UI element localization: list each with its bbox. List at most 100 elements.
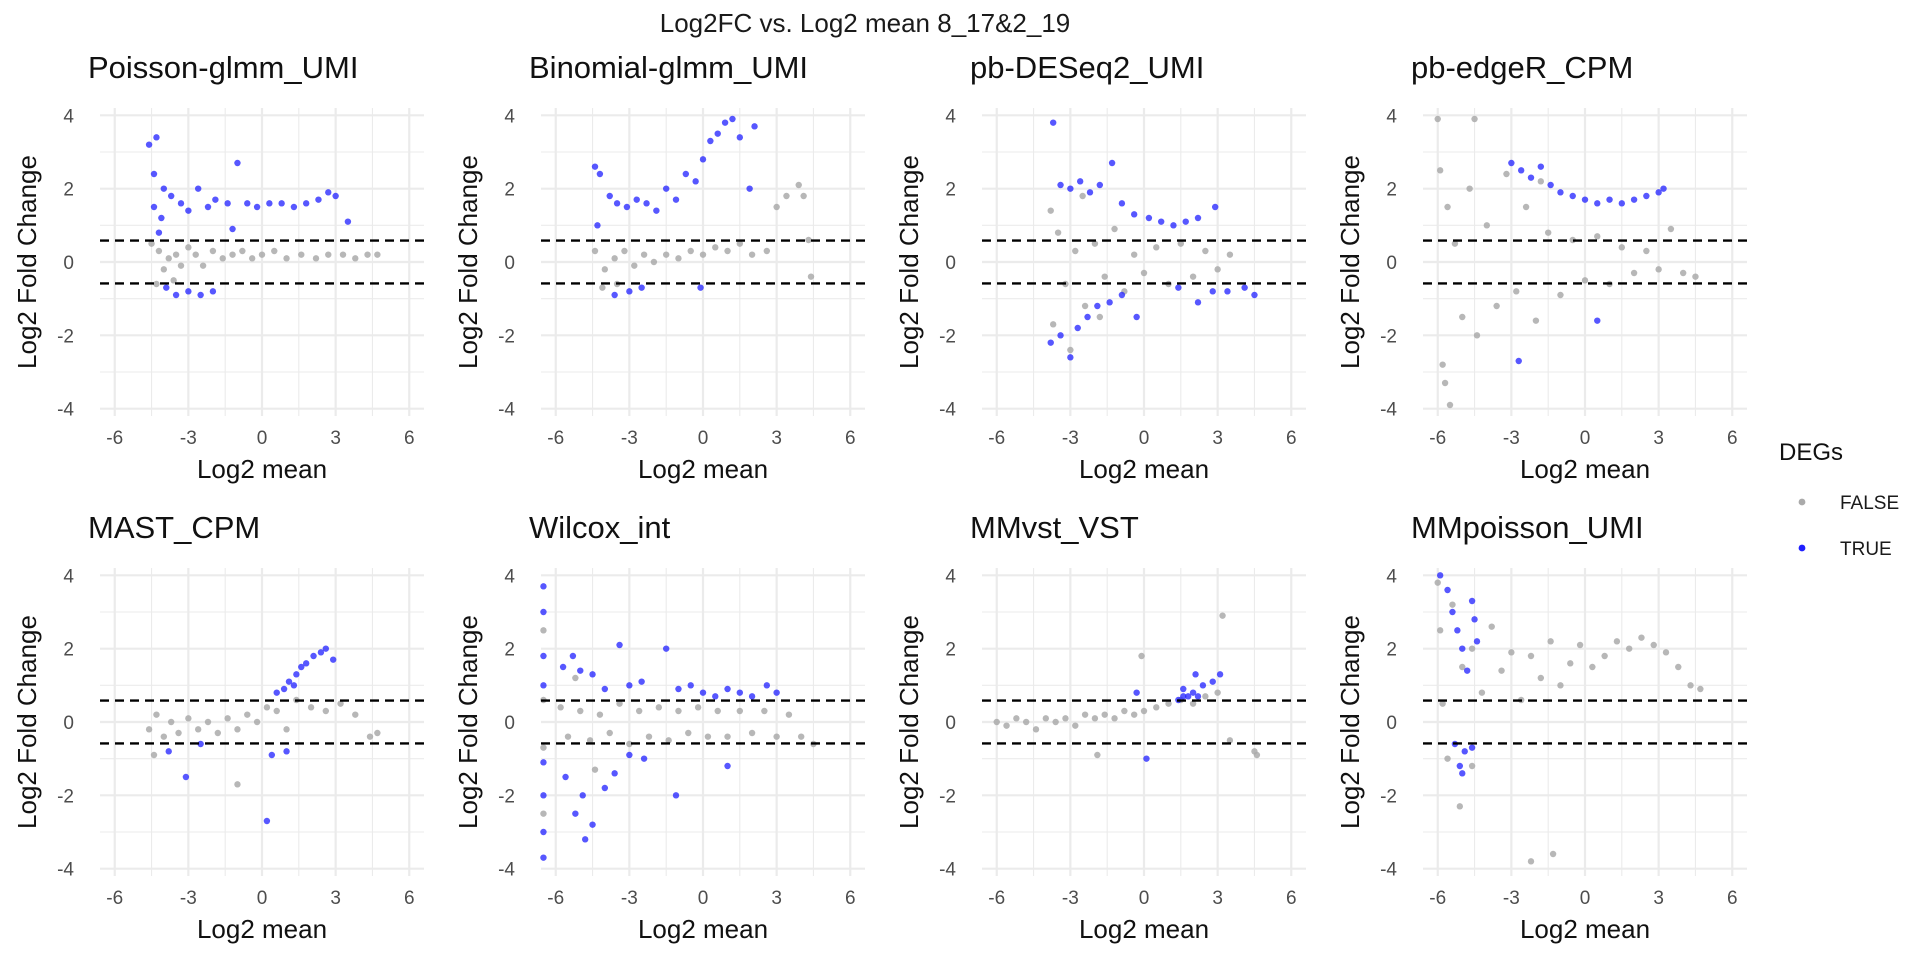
data-point: [1493, 302, 1500, 310]
data-point: [239, 247, 246, 255]
panel-grid: Poisson-glmm_UMI -6 -3 0 3 6 -4 -2 0 2 4 Log2 mean L…: [12, 50, 1747, 944]
data-point: [298, 251, 305, 258]
x-tick-label: 3: [1212, 888, 1223, 909]
series-false: [993, 612, 1261, 759]
data-point: [325, 189, 332, 196]
data-point: [1547, 181, 1554, 189]
data-point: [1581, 196, 1589, 203]
data-point: [1692, 273, 1699, 280]
x-tick-label: 0: [1580, 888, 1591, 909]
y-tick-label: -4: [1380, 400, 1397, 421]
data-point: [1567, 660, 1574, 667]
data-point: [1143, 755, 1150, 762]
data-point: [1175, 284, 1182, 291]
series-false: [540, 627, 817, 817]
data-point: [268, 751, 276, 759]
data-point: [1177, 240, 1185, 247]
data-point: [1537, 163, 1545, 170]
series-true: [1047, 119, 1258, 361]
x-tick-label: 3: [330, 428, 341, 449]
y-tick-label: 2: [945, 180, 956, 201]
data-point: [244, 711, 251, 718]
data-point: [692, 178, 699, 185]
data-point: [337, 700, 344, 707]
data-point: [290, 203, 298, 211]
x-tick-label: -6: [988, 888, 1005, 909]
y-tick-label: -4: [498, 860, 515, 881]
y-tick-label: 0: [1386, 713, 1397, 734]
data-point: [194, 726, 202, 733]
data-point: [1662, 649, 1670, 656]
data-point: [1192, 671, 1199, 678]
y-tick-label: 4: [63, 106, 74, 127]
data-point: [1081, 711, 1089, 718]
y-tick-label: 2: [1386, 180, 1397, 201]
y-tick-label: 4: [945, 566, 956, 587]
y-tick-label: 2: [63, 640, 74, 661]
x-tick-label: -3: [1503, 428, 1520, 449]
data-point: [302, 660, 310, 667]
data-point: [1067, 185, 1074, 192]
panel-title: Wilcox_int: [529, 510, 671, 545]
y-axis-title: Log2 Fold Change: [453, 615, 483, 829]
data-point: [153, 134, 160, 141]
data-point: [1594, 233, 1601, 240]
data-point: [540, 682, 547, 689]
data-point: [160, 266, 168, 273]
data-point: [1478, 689, 1486, 696]
data-point: [1003, 722, 1010, 729]
data-point: [1145, 214, 1153, 222]
data-point: [712, 244, 719, 251]
data-point: [662, 185, 670, 192]
data-point: [283, 726, 290, 733]
data-point: [581, 836, 589, 843]
data-point: [212, 196, 219, 203]
data-point: [197, 291, 204, 299]
y-tick-label: 2: [945, 640, 956, 661]
data-point: [1537, 674, 1545, 682]
data-point: [1094, 302, 1101, 310]
series-true: [591, 115, 758, 299]
data-point: [1451, 240, 1459, 247]
x-tick-label: -6: [547, 888, 564, 909]
x-tick-label: 6: [404, 428, 415, 449]
data-point: [1209, 288, 1216, 295]
data-point: [721, 119, 729, 126]
data-point: [1211, 203, 1219, 211]
data-point: [1488, 623, 1495, 630]
y-tick-label: 0: [945, 253, 956, 274]
data-point: [229, 251, 236, 258]
data-point: [1456, 762, 1464, 770]
data-point: [697, 284, 704, 291]
data-point: [1216, 671, 1224, 678]
data-point: [1660, 185, 1667, 192]
data-point: [591, 163, 599, 170]
data-point: [153, 280, 160, 288]
x-tick-label: 6: [1286, 428, 1297, 449]
data-point: [596, 170, 604, 178]
data-point: [1047, 339, 1054, 346]
data-point: [1618, 244, 1626, 251]
data-point: [339, 251, 347, 258]
x-tick-label: 3: [1653, 428, 1664, 449]
data-point: [1618, 200, 1626, 207]
data-point: [1130, 711, 1138, 718]
data-point: [1473, 638, 1481, 645]
data-point: [167, 192, 175, 200]
y-tick-label: 4: [945, 106, 956, 127]
legend-label: FALSE: [1840, 493, 1899, 514]
data-point: [1226, 251, 1234, 258]
data-point: [1444, 755, 1451, 762]
data-point: [253, 718, 261, 726]
data-point: [1675, 663, 1682, 671]
data-point: [1473, 332, 1481, 339]
legend-title: DEGs: [1779, 439, 1843, 466]
data-point: [352, 711, 359, 718]
data-point: [1471, 616, 1478, 623]
data-point: [736, 134, 744, 141]
data-point: [150, 203, 158, 211]
data-point: [1527, 858, 1535, 865]
data-point: [322, 707, 330, 715]
x-axis-title: Log2 mean: [197, 454, 327, 484]
data-point: [283, 748, 290, 755]
